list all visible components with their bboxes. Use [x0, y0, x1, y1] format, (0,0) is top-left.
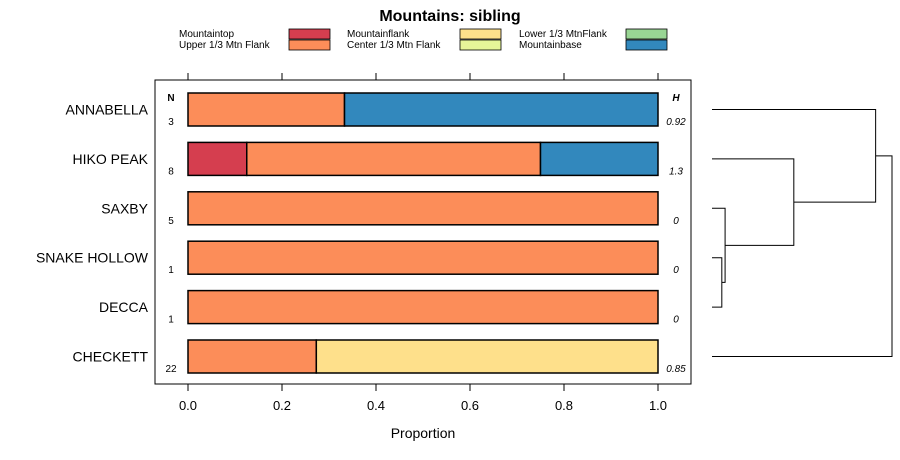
row-h-value: 0	[673, 265, 679, 276]
legend-swatch	[288, 39, 331, 51]
row-n-value: 22	[165, 364, 177, 375]
row-n-value: 1	[168, 315, 174, 326]
bar-segment	[539, 141, 659, 177]
row-label: ANNABELLA	[66, 102, 149, 118]
legend-swatch	[288, 28, 331, 40]
legend-item: Mountainbase	[519, 39, 668, 51]
bar-segment	[246, 141, 542, 177]
x-tick-label: 0.8	[555, 398, 573, 413]
row-h-value: 0	[673, 216, 679, 227]
row-label: SAXBY	[101, 200, 148, 216]
dendrogram-link	[712, 207, 726, 283]
row-n-value: 5	[168, 216, 174, 227]
chart-title: Mountains: sibling	[379, 8, 520, 25]
legend-label: Mountaintop	[179, 29, 234, 40]
bar-row: SNAKE HOLLOW 1 0	[36, 240, 679, 276]
row-n-value: 3	[168, 117, 174, 128]
dendrogram-link	[712, 109, 877, 203]
x-tick-label: 0.0	[179, 398, 197, 413]
legend-item: Mountaintop	[179, 28, 331, 40]
row-label: CHECKETT	[73, 349, 149, 365]
bar-row: CHECKETT 22 0.85	[73, 339, 686, 375]
bar-segment	[187, 141, 248, 177]
x-tick-label: 1.0	[649, 398, 667, 413]
legend-label: Center 1/3 Mtn Flank	[347, 40, 441, 51]
row-label: SNAKE HOLLOW	[36, 250, 149, 266]
bar-segment	[187, 92, 346, 127]
row-label: DECCA	[99, 299, 149, 315]
bar-segment	[315, 339, 659, 374]
bar-segment	[187, 289, 659, 325]
bar-segment	[187, 339, 318, 374]
legend-item: Mountainflank	[347, 28, 502, 40]
x-tick-label: 0.6	[461, 398, 479, 413]
legend-swatch	[459, 39, 502, 51]
bar-segment	[343, 92, 659, 127]
legend-label: Lower 1/3 MtnFlank	[519, 29, 608, 40]
row-label: HIKO PEAK	[73, 151, 149, 167]
row-h-value: 0.92	[666, 117, 686, 128]
x-axis-label: Proportion	[391, 425, 456, 441]
legend-item: Center 1/3 Mtn Flank	[347, 39, 502, 51]
n-column-header: N	[167, 93, 174, 104]
legend-swatch	[625, 39, 668, 51]
dendrogram	[712, 109, 893, 357]
bar-row: SAXBY 5 0	[101, 191, 679, 227]
plot-frame	[154, 79, 692, 385]
dendrogram-link	[712, 158, 795, 246]
bar-segment	[187, 240, 659, 275]
x-tick-label: 0.2	[273, 398, 291, 413]
x-axis: 0.0 0.2 0.4 0.6 0.8 1.0	[179, 384, 667, 413]
legend-label: Mountainflank	[347, 29, 410, 40]
legend-swatch	[459, 28, 502, 40]
bar-row: ANNABELLA 3 0.92	[66, 92, 686, 128]
legend-item: Upper 1/3 Mtn Flank	[179, 39, 331, 51]
bar-segment	[187, 191, 659, 226]
h-column-header: H	[672, 93, 680, 104]
x-tick-label: 0.4	[367, 398, 385, 413]
row-n-value: 8	[168, 166, 174, 177]
row-n-value: 1	[168, 265, 174, 276]
dendrogram-link	[712, 155, 893, 357]
legend-item: Lower 1/3 MtnFlank	[519, 28, 668, 40]
row-h-value: 0	[673, 315, 679, 326]
bar-row: HIKO PEAK 8 1.3	[73, 141, 683, 177]
row-h-value: 0.85	[666, 364, 686, 375]
legend-label: Upper 1/3 Mtn Flank	[179, 40, 271, 51]
row-h-value: 1.3	[669, 166, 683, 177]
dendrogram-link	[712, 257, 723, 308]
legend-swatch	[625, 28, 668, 40]
bar-row: DECCA 1 0	[99, 289, 679, 326]
top-axis-ticks	[187, 73, 659, 80]
legend-label: Mountainbase	[519, 40, 582, 51]
